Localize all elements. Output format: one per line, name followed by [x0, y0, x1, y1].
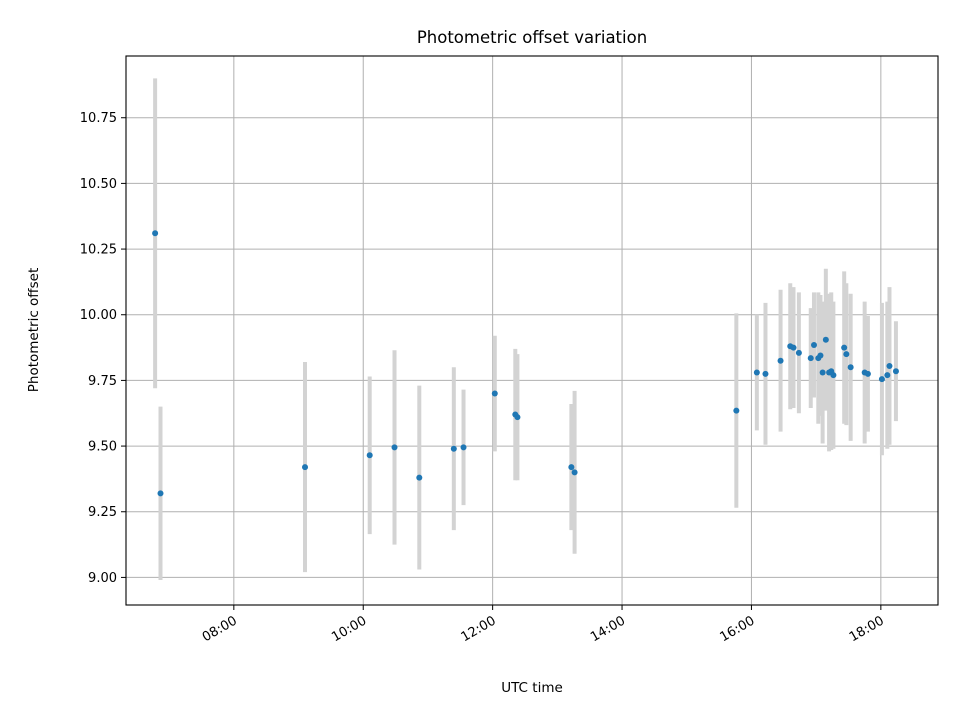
data-point — [514, 414, 521, 421]
plot-frame — [125, 55, 939, 606]
y-axis-label: Photometric offset — [26, 268, 42, 392]
data-point — [491, 390, 498, 397]
data-point — [843, 351, 850, 358]
data-point — [460, 444, 467, 451]
data-point — [157, 490, 164, 497]
data-point — [847, 364, 854, 371]
y-tick-label: 10.75 — [80, 111, 117, 126]
y-tick-label: 10.50 — [80, 177, 117, 192]
data-point — [892, 368, 899, 375]
data-point — [733, 407, 740, 414]
data-point — [841, 344, 848, 351]
data-point — [416, 474, 423, 481]
y-tick-label: 9.75 — [88, 374, 117, 389]
data-point — [795, 349, 802, 356]
data-point — [810, 341, 817, 348]
data-point — [878, 376, 885, 383]
y-tick-label: 10.25 — [80, 243, 117, 258]
data-point — [366, 452, 373, 459]
data-point — [302, 464, 309, 471]
y-tick-label: 9.50 — [88, 440, 117, 455]
y-tick-label: 9.25 — [88, 505, 117, 520]
y-tick-label: 10.00 — [80, 308, 117, 323]
data-point — [884, 372, 891, 379]
data-point — [777, 357, 784, 364]
data-point — [790, 344, 797, 351]
x-axis-label: UTC time — [501, 680, 563, 696]
data-point — [571, 469, 578, 476]
y-tick-label: 9.00 — [88, 571, 117, 586]
data-point — [822, 336, 829, 343]
data-point — [762, 370, 769, 377]
data-points — [152, 230, 899, 497]
data-point — [830, 372, 837, 379]
data-point — [864, 370, 871, 377]
data-point — [568, 464, 575, 471]
data-point — [753, 369, 760, 376]
chart-title: Photometric offset variation — [417, 28, 647, 47]
data-point — [152, 230, 159, 237]
data-point — [450, 445, 457, 452]
data-point — [817, 352, 824, 359]
data-point — [807, 355, 814, 362]
data-point — [391, 444, 398, 451]
grid — [126, 56, 938, 605]
y-axis-ticks: 9.00 9.25 9.50 9.75 10.00 10.25 10.50 10.75 — [80, 111, 126, 586]
data-point — [819, 369, 826, 376]
data-point — [886, 362, 893, 369]
